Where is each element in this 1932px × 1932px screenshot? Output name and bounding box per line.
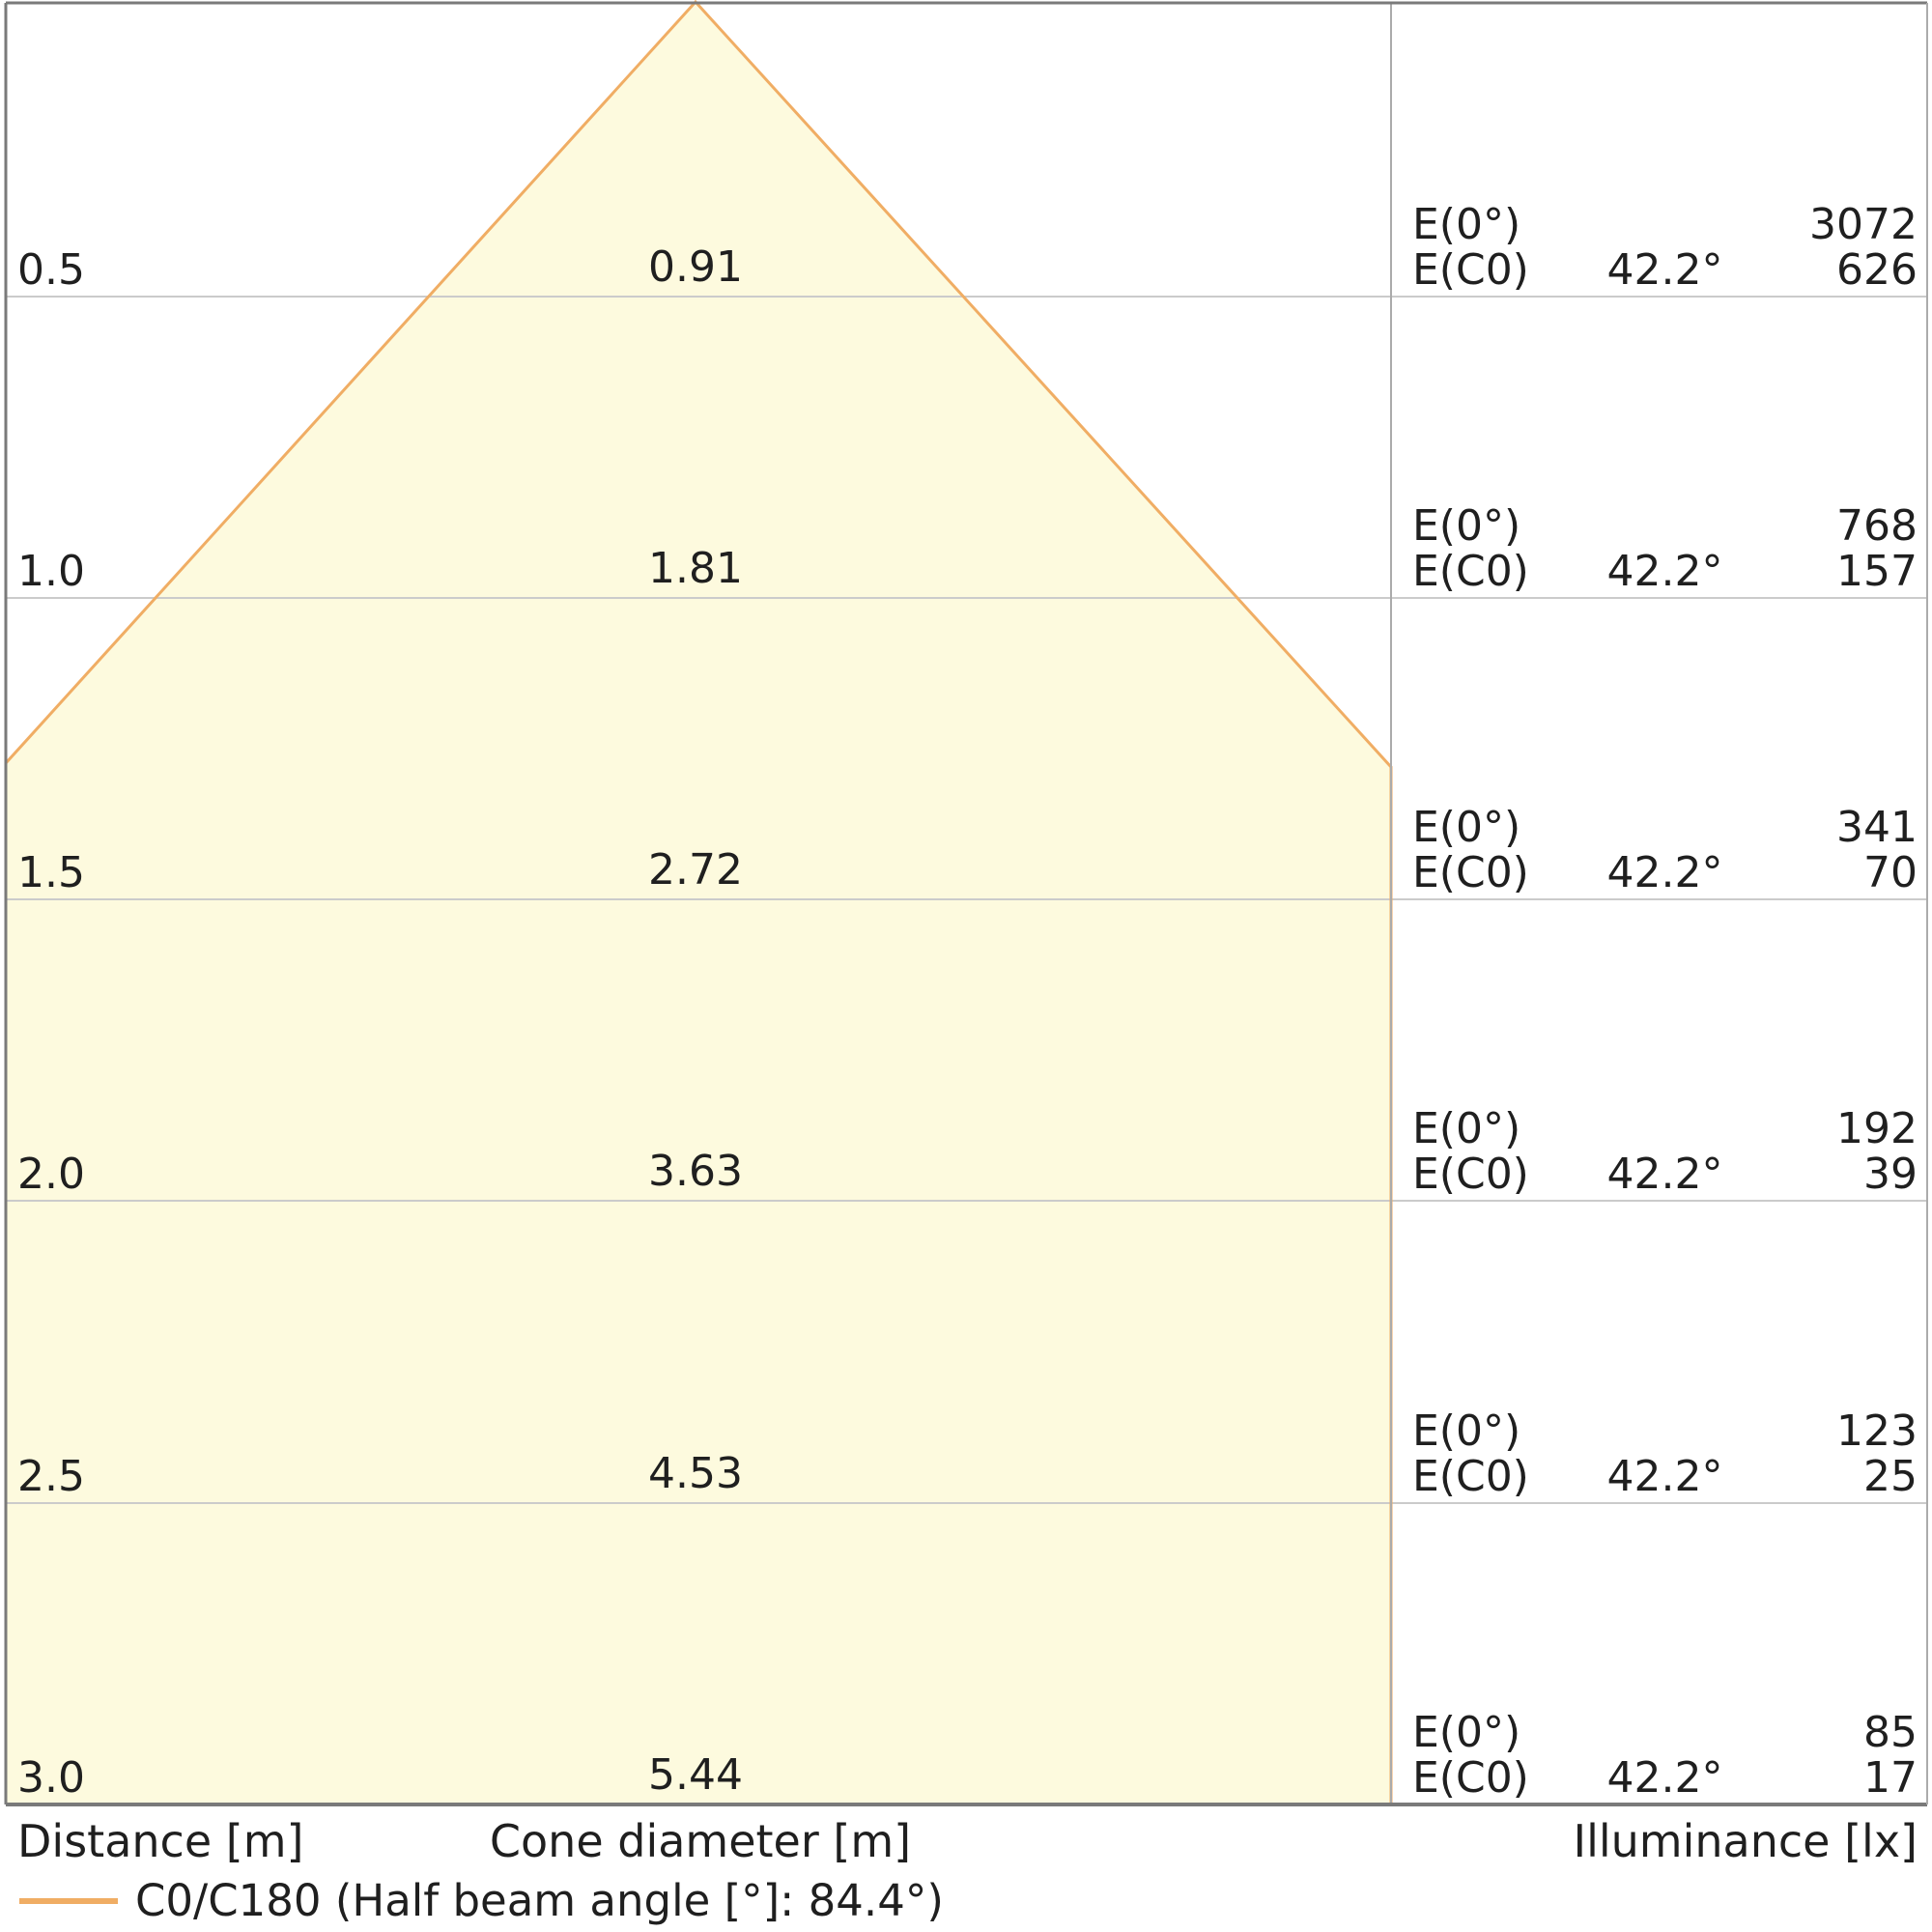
cone-diameter-axis-label: Cone diameter [m]: [489, 1815, 912, 1867]
illuminance-axis-label: Illuminance [lx]: [1573, 1815, 1918, 1867]
legend-label: C0/C180 (Half beam angle [°]: 84.4°): [135, 1875, 944, 1926]
distance-axis-label: Distance [m]: [17, 1815, 304, 1867]
gridlines: [6, 296, 1927, 1504]
beam-cone-fill: [6, 2, 1391, 1804]
chart-border: [4, 1, 1928, 1806]
